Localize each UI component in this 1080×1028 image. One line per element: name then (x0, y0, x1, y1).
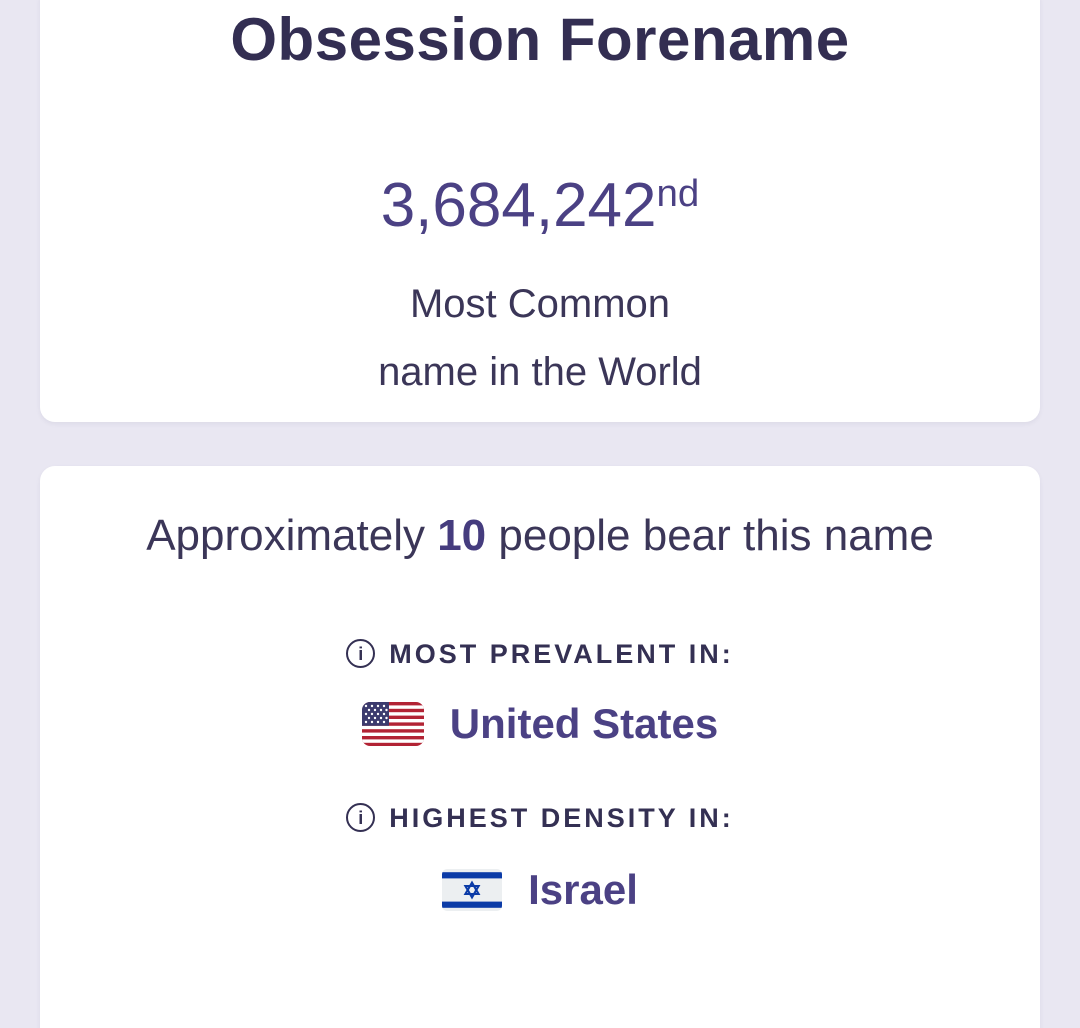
info-icon[interactable]: i (346, 803, 376, 833)
approx-prefix: Approximately (146, 510, 438, 560)
highest-density-country-link[interactable]: Israel (80, 864, 1000, 916)
world-rank: 3,684,242nd (60, 156, 1020, 244)
israel-flag-icon (442, 868, 503, 911)
approx-suffix: people bear this name (486, 510, 934, 560)
rank-caption-line1: Most Common (409, 281, 671, 326)
stats-card: Approximately 10 people bear this name i… (40, 465, 1040, 1028)
approx-count: 10 (437, 510, 487, 560)
highest-density-label-row: i HIGHEST DENSITY IN: (80, 802, 1000, 834)
rank-ordinal-suffix: nd (656, 172, 700, 215)
info-icon[interactable]: i (346, 639, 376, 669)
most-prevalent-country-link[interactable]: United States (80, 698, 1000, 750)
rank-card: Obsession Forename 3,684,242nd Most Comm… (40, 0, 1040, 422)
most-prevalent-country: United States (449, 699, 719, 747)
highest-density-label: HIGHEST DENSITY IN: (389, 802, 734, 833)
most-prevalent-label: MOST PREVALENT IN: (389, 638, 734, 669)
rank-caption-line2: name in the World (378, 349, 702, 394)
rank-caption: Most Common name in the World (60, 270, 1020, 406)
approximate-bearers-text: Approximately 10 people bear this name (90, 496, 990, 576)
us-flag-icon (361, 701, 424, 746)
page-title: Obsession Forename (230, 6, 850, 73)
rank-number: 3,684,242 (380, 170, 657, 240)
highest-density-country: Israel (528, 865, 638, 913)
most-prevalent-label-row: i MOST PREVALENT IN: (80, 638, 1000, 670)
